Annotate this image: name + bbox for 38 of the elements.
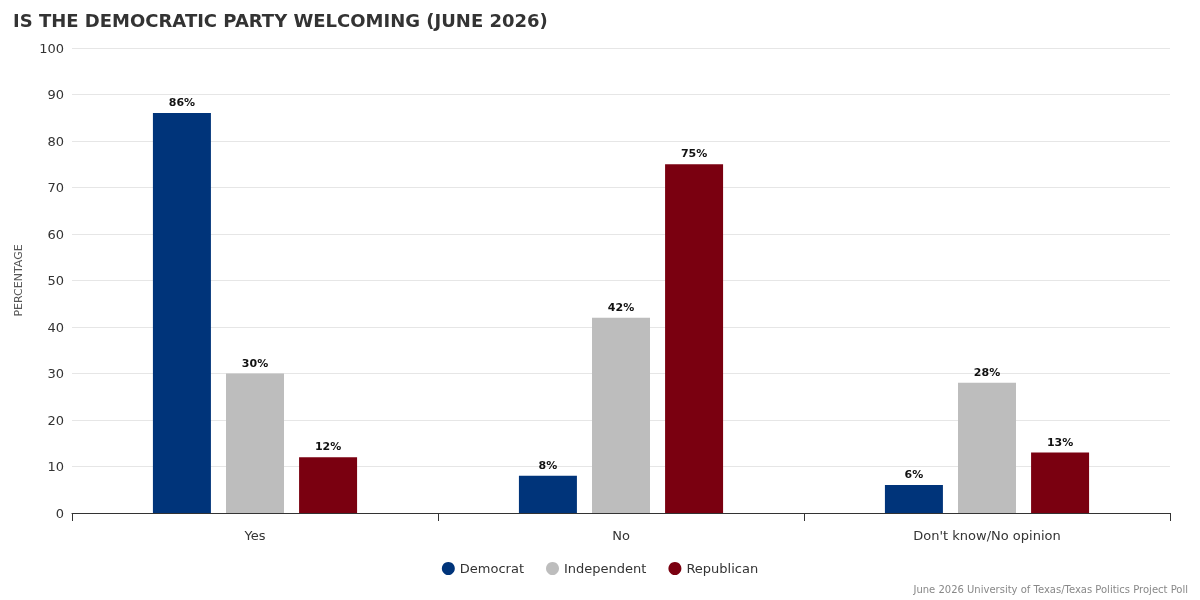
y-tick-label: 80 xyxy=(47,133,64,149)
y-tick-label: 20 xyxy=(47,412,64,428)
legend-label: Independent xyxy=(564,561,647,576)
bar xyxy=(299,457,358,513)
y-axis-title: PERCENTAGE xyxy=(12,244,25,317)
data-label: 28% xyxy=(973,365,1001,379)
bar xyxy=(884,485,943,513)
y-tick-label: 70 xyxy=(47,180,64,195)
y-tick-label: 0 xyxy=(55,505,64,521)
data-label: 30% xyxy=(241,356,269,370)
x-tick-label: Don't know/No opinion xyxy=(913,528,1061,543)
text: June 2026 University of Texas/Texas Politics Project Poll xyxy=(912,583,1188,595)
bar xyxy=(1031,452,1090,513)
bar xyxy=(152,113,211,513)
y-tick-label: 50 xyxy=(47,273,64,288)
data-label: 8% xyxy=(538,458,558,472)
data-label: 86% xyxy=(168,96,196,110)
bar xyxy=(592,317,650,513)
chart-title: IS THE DEMOCRATIC PARTY WELCOMING (JUNE 2026) xyxy=(13,9,548,31)
legend-label: Republican xyxy=(686,561,759,576)
y-tick-label: 100 xyxy=(39,40,64,56)
x-tick-label: Yes xyxy=(243,528,266,543)
bar xyxy=(665,164,724,513)
x-tick-label: No xyxy=(612,528,630,543)
bar xyxy=(226,373,284,513)
y-tick-label: 40 xyxy=(47,319,64,335)
data-label: 75% xyxy=(680,147,708,161)
legend-label: Democrat xyxy=(459,561,525,576)
data-label: 6% xyxy=(904,468,924,482)
y-tick-label: 60 xyxy=(47,226,64,242)
y-tick-label: 30 xyxy=(47,366,64,381)
data-label: 13% xyxy=(1046,435,1074,449)
data-label: 12% xyxy=(314,440,342,454)
bar xyxy=(958,382,1016,513)
bar xyxy=(518,475,577,513)
data-label: 42% xyxy=(607,300,635,314)
y-tick-label: 90 xyxy=(47,87,64,102)
y-tick-label: 10 xyxy=(47,459,64,474)
